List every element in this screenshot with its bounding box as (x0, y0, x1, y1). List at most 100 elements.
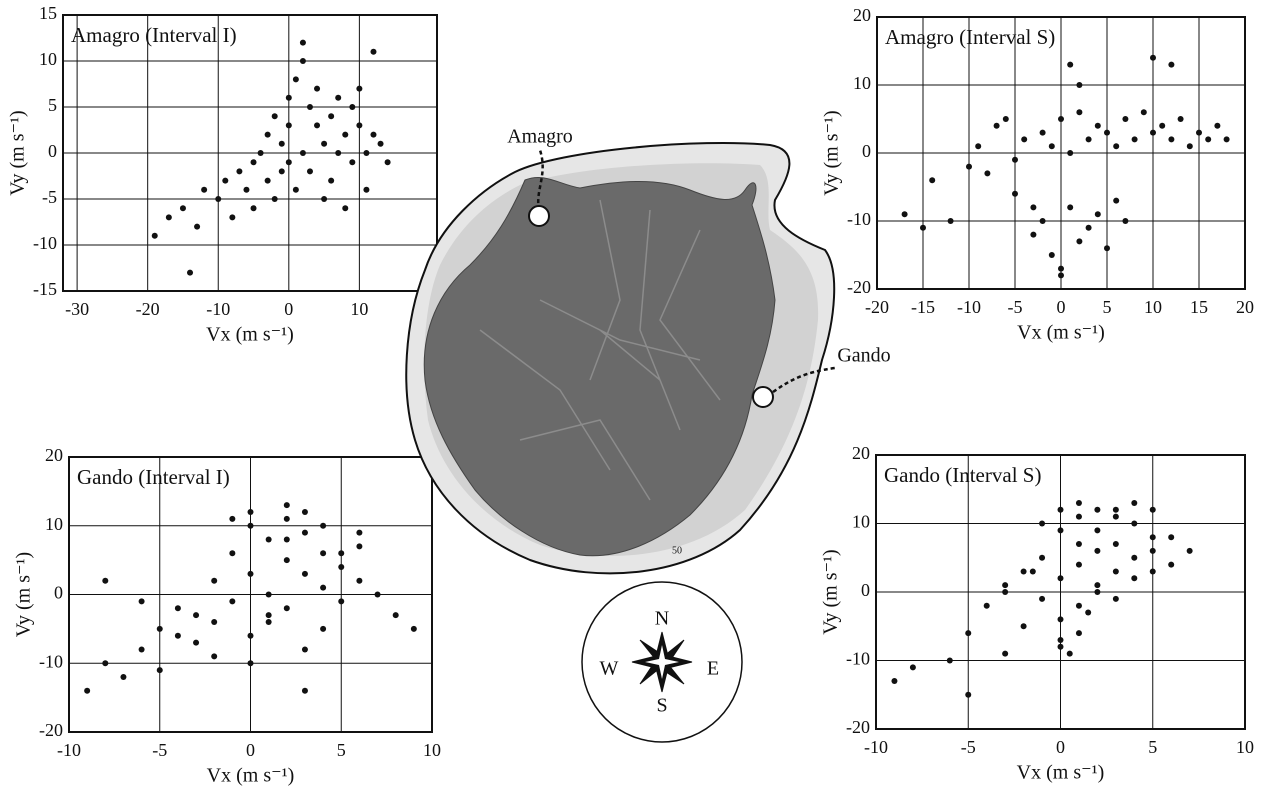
point (266, 592, 272, 598)
point (1049, 252, 1055, 258)
y-tick-label: -10 (847, 209, 871, 229)
y-axis-label: Vy (m s⁻¹) (13, 552, 35, 637)
x-tick-label: -30 (65, 299, 89, 319)
point (411, 626, 417, 632)
point (229, 214, 235, 220)
point (338, 598, 344, 604)
compass-n: N (655, 608, 669, 630)
point (1131, 521, 1137, 527)
point (1104, 245, 1110, 251)
point (356, 530, 362, 536)
site-marker (529, 206, 549, 226)
chart-title: Amagro (Interval I) (71, 23, 237, 47)
x-axis-label: Vx (m s⁻¹) (1017, 762, 1105, 784)
point (1076, 630, 1082, 636)
point (1012, 157, 1018, 163)
x-tick-label: -10 (864, 737, 888, 757)
point (349, 104, 355, 110)
point (1150, 55, 1156, 61)
point (180, 205, 186, 211)
point (302, 647, 308, 653)
point (1104, 130, 1110, 136)
point (284, 537, 290, 543)
point (1168, 534, 1174, 540)
point (356, 122, 362, 128)
point (248, 571, 254, 577)
point (370, 49, 376, 55)
point (1094, 582, 1100, 588)
y-tick-label: -10 (846, 649, 870, 669)
point (984, 170, 990, 176)
x-tick-label: 0 (1057, 297, 1066, 317)
point (1150, 130, 1156, 136)
y-tick-label: 0 (48, 141, 57, 161)
point (314, 86, 320, 92)
point (320, 585, 326, 591)
point (1058, 266, 1064, 272)
y-tick-label: 0 (861, 580, 870, 600)
site-marker (753, 387, 773, 407)
point (910, 664, 916, 670)
chart-title: Gando (Interval S) (884, 463, 1041, 487)
y-tick-label: 20 (852, 443, 870, 463)
site-label: Amagro (507, 126, 573, 148)
point (248, 633, 254, 639)
point (342, 205, 348, 211)
point (1095, 123, 1101, 129)
y-axis-label: Vy (m s⁻¹) (820, 549, 842, 634)
point (1187, 548, 1193, 554)
y-tick-label: 10 (39, 49, 57, 69)
point (1076, 82, 1082, 88)
point (1168, 136, 1174, 142)
point (320, 523, 326, 529)
point (236, 168, 242, 174)
point (1012, 191, 1018, 197)
point (211, 619, 217, 625)
point (1030, 232, 1036, 238)
point (266, 619, 272, 625)
point (1021, 136, 1027, 142)
point (258, 150, 264, 156)
point (1002, 651, 1008, 657)
point (248, 509, 254, 515)
point (243, 187, 249, 193)
site-label: Gando (837, 345, 890, 367)
point (1002, 582, 1008, 588)
point (1058, 272, 1064, 278)
x-tick-label: 10 (423, 740, 441, 760)
y-tick-label: -10 (33, 233, 57, 253)
point (1021, 623, 1027, 629)
point (215, 196, 221, 202)
x-tick-label: -10 (206, 299, 230, 319)
point (1040, 218, 1046, 224)
scale-label: 50 (672, 545, 682, 556)
x-tick-label: -20 (136, 299, 160, 319)
point (1058, 644, 1064, 650)
point (1214, 123, 1220, 129)
point (948, 218, 954, 224)
point (1150, 534, 1156, 540)
compass-e: E (707, 658, 719, 680)
chart-title: Amagro (Interval S) (885, 25, 1055, 49)
x-axis-label: Vx (m s⁻¹) (207, 765, 295, 787)
point (248, 660, 254, 666)
point (157, 626, 163, 632)
point (966, 164, 972, 170)
point (222, 178, 228, 184)
point (194, 224, 200, 230)
point (300, 150, 306, 156)
point (1094, 527, 1100, 533)
point (1067, 62, 1073, 68)
point (965, 630, 971, 636)
point (338, 564, 344, 570)
point (1030, 568, 1036, 574)
x-axis-label: Vx (m s⁻¹) (206, 324, 294, 346)
point (1076, 500, 1082, 506)
y-tick-label: 20 (853, 5, 871, 25)
y-tick-label: 0 (862, 141, 871, 161)
point (320, 550, 326, 556)
point (321, 196, 327, 202)
point (229, 598, 235, 604)
x-tick-label: -10 (57, 740, 81, 760)
point (193, 640, 199, 646)
